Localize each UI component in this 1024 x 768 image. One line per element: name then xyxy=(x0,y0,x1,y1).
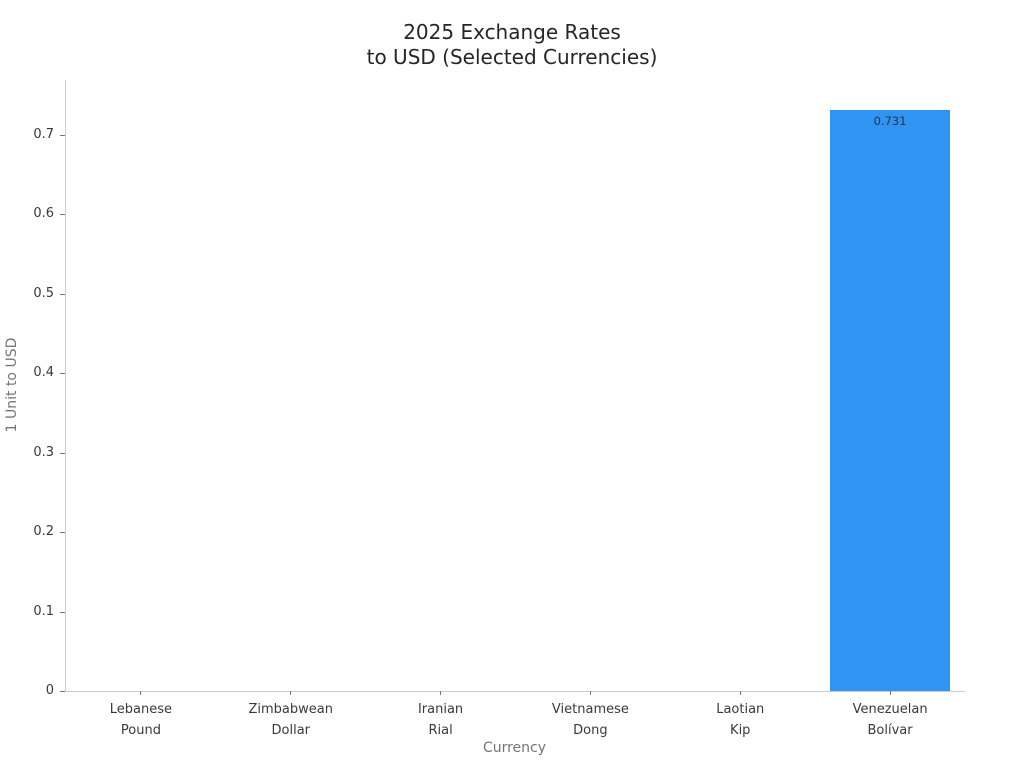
y-tick-label: 0.5 xyxy=(33,285,54,301)
chart-title: 2025 Exchange Rates to USD (Selected Cur… xyxy=(366,20,658,69)
x-tick-label: Lebanese Pound xyxy=(109,702,173,738)
y-tick-label: 0.6 xyxy=(33,206,54,222)
x-tick-mark xyxy=(140,691,142,695)
x-tick-label: Zimbabwean Dollar xyxy=(248,702,334,738)
y-tick-mark xyxy=(60,452,65,454)
y-tick-label: 0.4 xyxy=(33,365,54,381)
y-tick-label: 0 xyxy=(45,683,54,698)
y-axis-label: 1 Unit to USD xyxy=(4,337,20,433)
x-tick-mark xyxy=(589,691,591,695)
x-tick-mark xyxy=(889,691,891,695)
y-tick-label: 0.2 xyxy=(33,524,54,540)
y-tick-mark xyxy=(60,134,65,136)
x-tick-label: Vietnamese Dong xyxy=(551,702,629,738)
x-tick-mark xyxy=(440,691,442,695)
bar-value-label: 0.731 xyxy=(873,114,907,129)
bar: 0.731 xyxy=(830,110,951,691)
x-tick-mark xyxy=(739,691,741,695)
x-tick-label: Laotian Kip xyxy=(716,702,765,738)
y-tick-mark xyxy=(60,293,65,295)
x-tick-mark xyxy=(290,691,292,695)
plot-area: 0 0.1 0.2 0.3 0.4 0.5 0.6 0.7 Lebanese Pound Zimb… xyxy=(33,80,965,738)
y-tick-mark xyxy=(60,611,65,613)
y-tick-label: 0.7 xyxy=(33,126,54,142)
y-tick-mark xyxy=(60,691,65,692)
y-tick-mark xyxy=(60,373,65,375)
x-axis-label: Currency xyxy=(482,740,547,756)
y-tick-mark xyxy=(60,214,65,216)
y-tick-label: 0.1 xyxy=(33,603,54,619)
y-tick-label: 0.3 xyxy=(33,444,54,460)
x-tick-label: Iranian Rial xyxy=(417,702,464,738)
y-tick-mark xyxy=(60,532,65,534)
x-tick-label: Venezuelan Bolívar xyxy=(852,702,928,738)
